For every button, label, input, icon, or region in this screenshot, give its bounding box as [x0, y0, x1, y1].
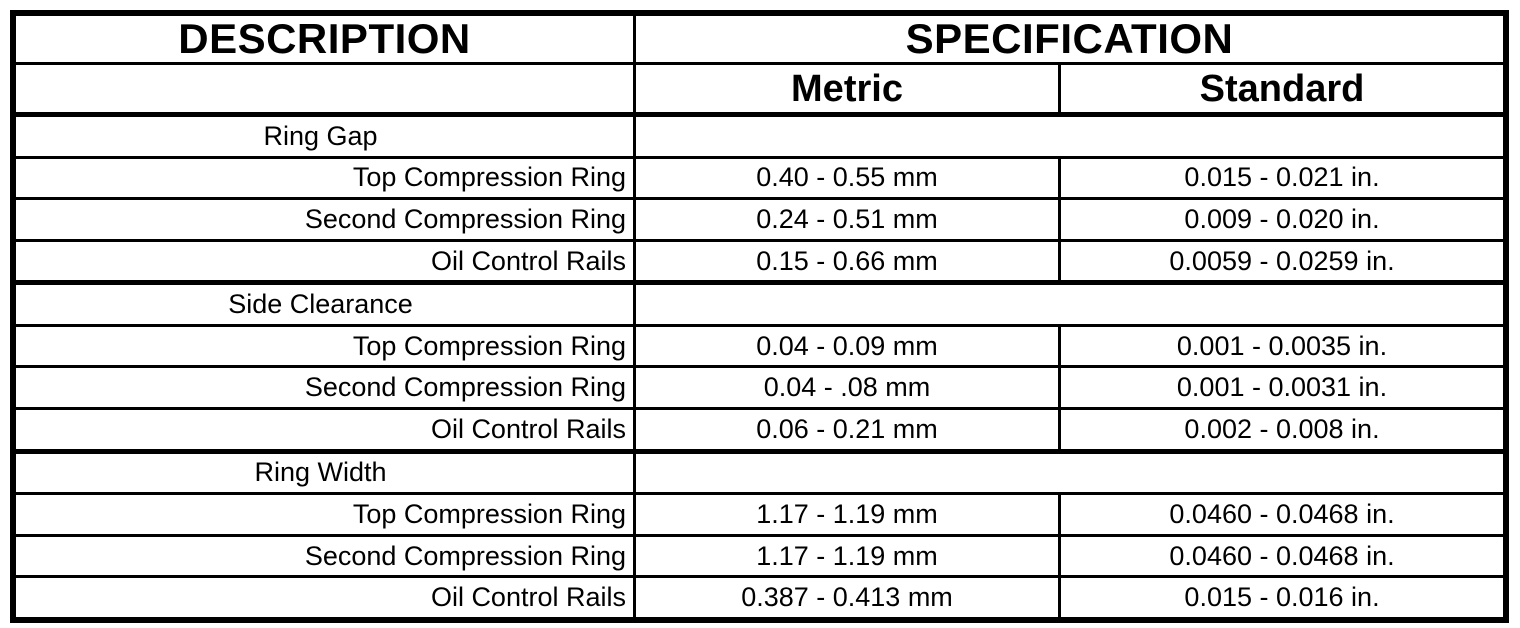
standard-value: 0.015 - 0.016 in. — [1184, 582, 1380, 613]
section-row-ring-width: Ring Width — [16, 448, 1503, 493]
standard-value: 0.0460 - 0.0468 in. — [1169, 498, 1395, 529]
metric-value: 0.387 - 0.413 mm — [741, 582, 953, 613]
header-row-main: DESCRIPTION SPECIFICATION — [16, 16, 1503, 62]
section-label-cell: Ring Gap — [16, 117, 636, 156]
row-label-cell: Top Compression Ring — [16, 495, 636, 534]
row-label: Top Compression Ring — [352, 498, 626, 529]
row-label-cell: Oil Control Rails — [16, 578, 636, 617]
table-row: Second Compression Ring 0.04 - .08 mm 0.… — [16, 365, 1503, 408]
section-title: Ring Gap — [263, 120, 378, 151]
row-label-cell: Oil Control Rails — [16, 241, 636, 281]
standard-value: 0.0460 - 0.0468 in. — [1169, 540, 1395, 571]
section-spec-empty — [636, 285, 1503, 324]
column-header-specification: SPECIFICATION — [905, 15, 1234, 62]
row-label: Top Compression Ring — [352, 330, 626, 361]
standard-value-cell: 0.001 - 0.0035 in. — [1058, 326, 1503, 366]
standard-value-cell: 0.002 - 0.008 in. — [1058, 410, 1503, 449]
subheader-standard: Standard — [1199, 67, 1365, 110]
row-label: Second Compression Ring — [304, 372, 626, 403]
metric-value-cell: 0.04 - .08 mm — [636, 368, 1058, 407]
metric-value: 1.17 - 1.19 mm — [756, 540, 938, 571]
row-label: Oil Control Rails — [430, 582, 626, 613]
subheader-standard-cell: Standard — [1058, 65, 1503, 112]
section-label-cell: Side Clearance — [16, 285, 636, 324]
section-title: Ring Width — [254, 457, 387, 488]
column-header-specification-cell: SPECIFICATION — [636, 16, 1503, 62]
table-row: Oil Control Rails 0.06 - 0.21 mm 0.002 -… — [16, 407, 1503, 449]
section-row-side-clearance: Side Clearance — [16, 280, 1503, 324]
standard-value: 0.001 - 0.0035 in. — [1176, 330, 1388, 361]
section-title: Side Clearance — [228, 289, 413, 320]
table-row: Oil Control Rails 0.387 - 0.413 mm 0.015… — [16, 575, 1503, 617]
metric-value: 0.04 - .08 mm — [763, 372, 931, 403]
standard-value: 0.009 - 0.020 in. — [1184, 203, 1380, 234]
metric-value-cell: 0.15 - 0.66 mm — [636, 242, 1058, 281]
table-row: Top Compression Ring 1.17 - 1.19 mm 0.04… — [16, 492, 1503, 534]
row-label: Oil Control Rails — [430, 413, 626, 444]
row-label-cell: Top Compression Ring — [16, 158, 636, 198]
standard-value-cell: 0.0059 - 0.0259 in. — [1058, 241, 1503, 281]
subheader-metric: Metric — [791, 67, 903, 110]
row-label: Second Compression Ring — [304, 203, 626, 234]
standard-value-cell: 0.009 - 0.020 in. — [1058, 200, 1503, 239]
standard-value-cell: 0.0460 - 0.0468 in. — [1058, 495, 1503, 534]
table-row: Top Compression Ring 0.40 - 0.55 mm 0.01… — [16, 155, 1503, 198]
header-row-units: Metric Standard — [16, 62, 1503, 112]
metric-value: 0.04 - 0.09 mm — [756, 330, 938, 361]
table-row: Oil Control Rails 0.15 - 0.66 mm 0.0059 … — [16, 238, 1503, 281]
row-label-cell: Top Compression Ring — [16, 326, 636, 366]
metric-value: 0.40 - 0.55 mm — [756, 162, 938, 193]
standard-value-cell: 0.001 - 0.0031 in. — [1058, 368, 1503, 408]
standard-value: 0.002 - 0.008 in. — [1184, 413, 1380, 444]
section-label-cell: Ring Width — [16, 453, 636, 493]
header-empty-cell — [16, 65, 636, 112]
metric-value: 0.24 - 0.51 mm — [756, 203, 938, 234]
section-spec-empty — [636, 117, 1503, 156]
row-label-cell: Second Compression Ring — [16, 368, 636, 408]
row-label: Top Compression Ring — [352, 162, 626, 193]
section-row-ring-gap: Ring Gap — [16, 112, 1503, 156]
metric-value-cell: 0.40 - 0.55 mm — [636, 159, 1058, 198]
subheader-metric-cell: Metric — [636, 65, 1058, 112]
column-header-description: DESCRIPTION — [178, 15, 471, 62]
standard-value: 0.015 - 0.021 in. — [1184, 162, 1380, 193]
standard-value-cell: 0.015 - 0.021 in. — [1058, 158, 1503, 198]
metric-value-cell: 1.17 - 1.19 mm — [636, 537, 1058, 576]
column-header-description-cell: DESCRIPTION — [16, 16, 636, 62]
row-label: Oil Control Rails — [430, 245, 626, 276]
table-row: Top Compression Ring 0.04 - 0.09 mm 0.00… — [16, 323, 1503, 366]
standard-value: 0.0059 - 0.0259 in. — [1169, 245, 1395, 276]
standard-value: 0.001 - 0.0031 in. — [1176, 372, 1388, 403]
metric-value-cell: 0.04 - 0.09 mm — [636, 327, 1058, 366]
metric-value: 0.15 - 0.66 mm — [756, 245, 938, 276]
row-label-cell: Oil Control Rails — [16, 410, 636, 449]
row-label-cell: Second Compression Ring — [16, 536, 636, 576]
row-label-cell: Second Compression Ring — [16, 200, 636, 239]
standard-value-cell: 0.0460 - 0.0468 in. — [1058, 536, 1503, 576]
table-row: Second Compression Ring 0.24 - 0.51 mm 0… — [16, 197, 1503, 239]
row-label: Second Compression Ring — [304, 540, 626, 571]
metric-value-cell: 1.17 - 1.19 mm — [636, 495, 1058, 534]
metric-value-cell: 0.24 - 0.51 mm — [636, 200, 1058, 239]
metric-value: 1.17 - 1.19 mm — [756, 498, 938, 529]
table-row: Second Compression Ring 1.17 - 1.19 mm 0… — [16, 533, 1503, 576]
metric-value-cell: 0.06 - 0.21 mm — [636, 410, 1058, 449]
metric-value: 0.06 - 0.21 mm — [756, 413, 938, 444]
metric-value-cell: 0.387 - 0.413 mm — [636, 578, 1058, 617]
section-spec-empty — [636, 454, 1503, 493]
standard-value-cell: 0.015 - 0.016 in. — [1058, 578, 1503, 617]
specification-table: DESCRIPTION SPECIFICATION Metric Standar… — [10, 10, 1509, 623]
